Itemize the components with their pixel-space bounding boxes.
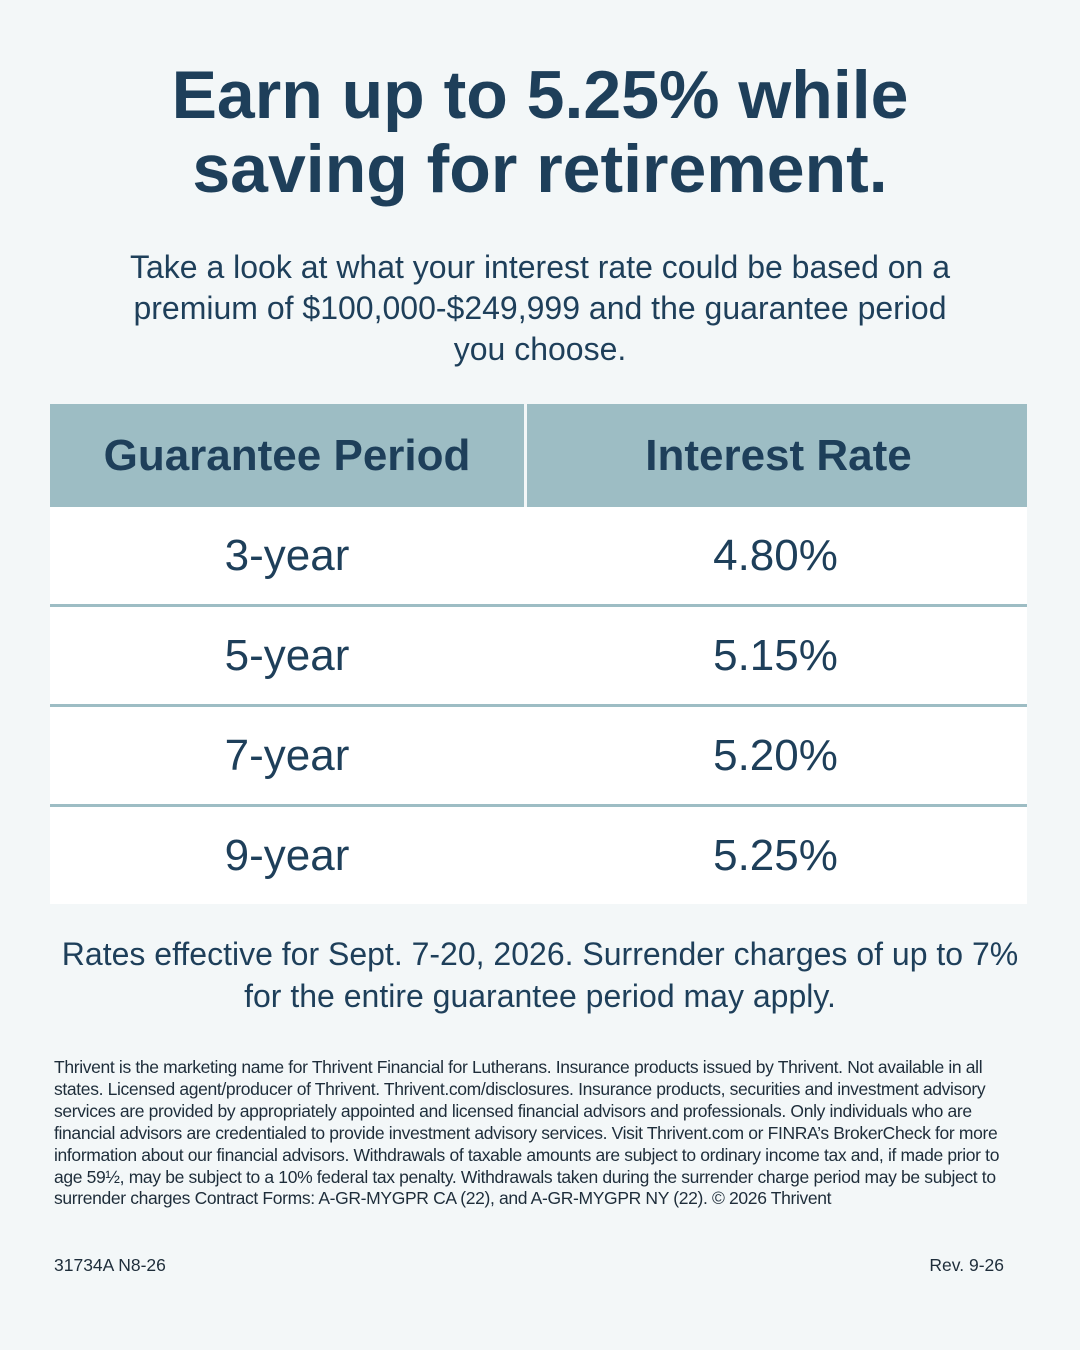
table-row: 3-year 4.80% [50,507,1027,607]
table-row: 9-year 5.25% [50,807,1027,904]
table-cell: 5-year [224,630,350,680]
disclaimer: Thrivent is the marketing name for Thriv… [54,1057,1000,1209]
column-header: Guarantee Period [50,404,527,507]
rate-table: Guarantee Period Interest Rate 3-year 4.80%… [50,404,1027,904]
header-row: Guarantee Period Interest Rate [50,404,1027,507]
table-row: 7-year 5.20% [50,707,1027,807]
revision: Rev. 9-26 [929,1255,1004,1275]
rate-note: Rates effective for Sept. 7-20, 2026. Su… [61,936,1019,1014]
subtitle: Take a look at what your interest rate c… [129,249,951,367]
form-code: 31734A N8-26 [54,1255,166,1275]
title: Earn up to 5.25% while saving for retire… [171,57,909,207]
table-cell: 9-year [224,830,350,880]
column-header: Interest Rate [645,430,912,480]
table-cell: 5.25% [713,830,838,880]
table-row: 5-year 5.15% [50,607,1027,707]
table-cell: 3-year [224,530,350,580]
table-cell: 5.20% [713,730,838,780]
table-cell: 4.80% [713,530,838,580]
table-cell: 5.15% [713,630,838,680]
table-cell: 7-year [224,730,350,780]
